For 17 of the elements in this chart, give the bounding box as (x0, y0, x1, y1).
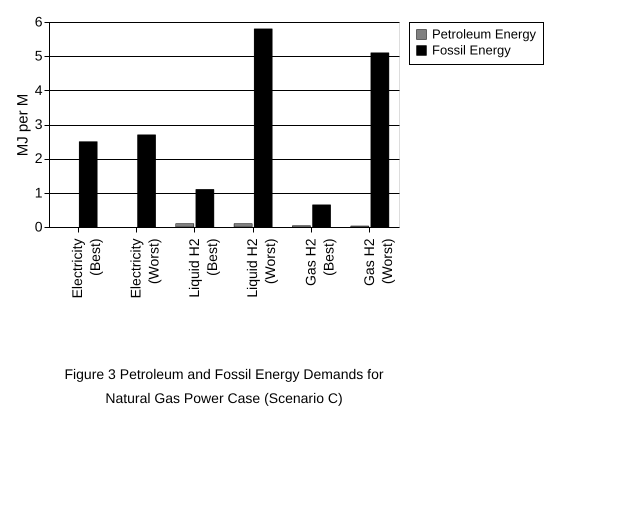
x-tick-label: Liquid H2 (Best) (186, 238, 220, 298)
y-tick-label: 1 (34, 184, 43, 200)
x-tick-label: Electricity (Worst) (128, 238, 162, 298)
y-tick-label: 2 (34, 150, 43, 166)
y-tick-label: 3 (34, 116, 43, 132)
y-tick-label: 0 (34, 218, 43, 234)
x-tick-label: Liquid H2 (Worst) (244, 238, 278, 298)
y-axis-title: MJ per M (14, 94, 32, 156)
y-tick-label: 6 (34, 14, 43, 30)
y-tick-label: 4 (34, 82, 43, 98)
legend-label: Petroleum Energy (432, 26, 537, 42)
x-tick-label: Gas H2 (Best) (302, 238, 336, 286)
x-tick-label: Gas H2 (Worst) (360, 238, 395, 286)
text: Figure 3 Petroleum and Fossil Energy Demands for Natural Gas Power Case (Scenario C) (64, 366, 384, 406)
x-tick-label: Electricity (Best) (69, 238, 104, 298)
legend-label: Fossil Energy (432, 42, 512, 58)
y-tick-label: 5 (34, 48, 43, 64)
